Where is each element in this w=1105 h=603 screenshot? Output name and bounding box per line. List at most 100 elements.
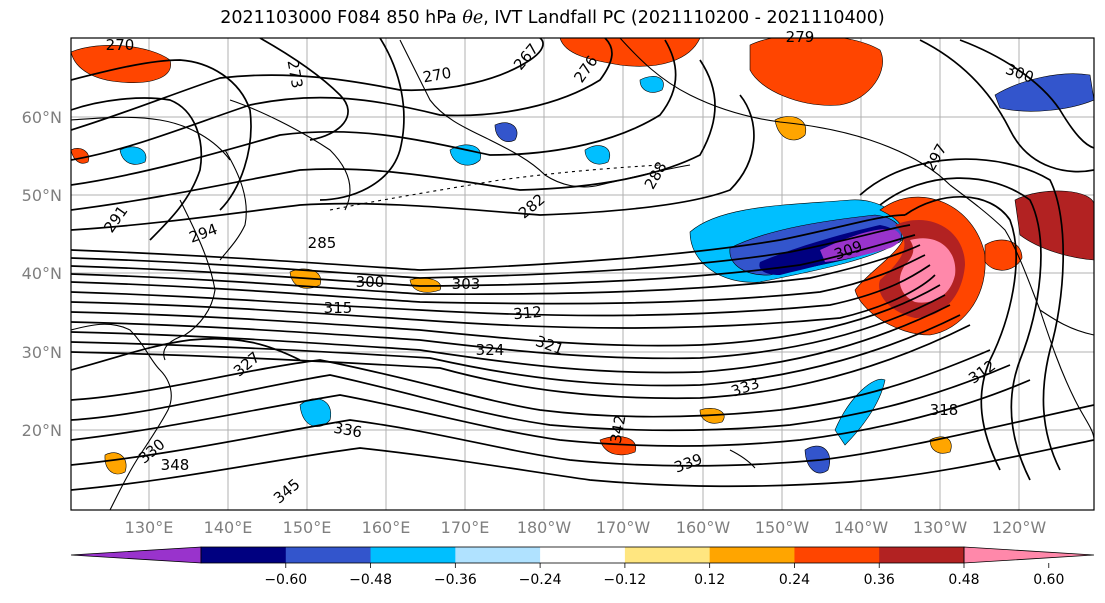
contour-line <box>71 214 906 271</box>
coastlines <box>71 38 1094 510</box>
colorbar-tick-label: 0.24 <box>779 572 810 588</box>
colorbar-swatch <box>370 547 456 563</box>
contour-line <box>71 234 916 287</box>
contour-label: 279 <box>786 28 815 46</box>
contour-line <box>71 337 301 371</box>
shaded-patch <box>119 146 147 165</box>
lat-label: 40°N <box>22 264 62 283</box>
colorbar-swatch <box>455 547 541 563</box>
colorbar-outline <box>200 546 965 564</box>
contour-line <box>71 274 936 329</box>
contour-label: 270 <box>106 36 135 54</box>
contour-line <box>71 379 1031 447</box>
colorbar-swatch <box>709 547 795 563</box>
colorbar-swatch <box>201 547 287 563</box>
contour-line <box>919 39 1094 173</box>
colorbar-swatch <box>794 547 880 563</box>
contour-line <box>71 59 716 211</box>
lon-label: 160°E <box>362 518 411 537</box>
lon-label: 170°W <box>596 518 651 537</box>
contour-line <box>879 177 1042 481</box>
shaded-patch <box>984 239 1023 271</box>
lon-label: 140°E <box>204 518 253 537</box>
contour-label: 324 <box>476 341 505 359</box>
bering-coast <box>399 39 691 188</box>
colorbar-tick-label: −0.24 <box>519 572 562 588</box>
latitude-labels: 60°N 50°N 40°N 30°N 20°N <box>22 108 62 440</box>
contour-line <box>71 254 926 305</box>
lon-label: 130°W <box>913 518 968 537</box>
shaded-patch <box>494 122 518 142</box>
contour-label: 348 <box>161 456 190 474</box>
alaska-coast <box>619 38 951 186</box>
colorbar-tick-label: −0.36 <box>434 572 477 588</box>
contour-line <box>71 294 946 360</box>
alaska-orange-west <box>559 38 701 67</box>
map-title: 2021103000 F084 850 hPa θe, IVT Landfall… <box>220 8 885 28</box>
contour-line <box>71 244 921 296</box>
lat-label: 60°N <box>22 108 62 127</box>
colorbar-swatch <box>879 547 965 563</box>
contour-line <box>71 38 544 131</box>
colorbar-tick-label: −0.60 <box>264 572 307 588</box>
colorbar-tick-label: 0.60 <box>1033 572 1064 588</box>
contour-line <box>71 224 911 279</box>
shaded-patch <box>834 378 886 446</box>
colorbar-extend-high <box>963 546 1095 564</box>
lat-label: 50°N <box>22 186 62 205</box>
negative-region-core <box>820 229 901 262</box>
colorbar-tick-label: 0.48 <box>948 572 979 588</box>
map-frame <box>70 37 1095 511</box>
contour-label: 270 <box>421 64 452 87</box>
japan-coast <box>163 199 216 361</box>
lon-label: 180°W <box>517 518 572 537</box>
contour-label: 342 <box>607 413 630 444</box>
colorbar-swatch <box>540 547 626 563</box>
contour-label: 303 <box>452 275 481 293</box>
lon-label: 130°E <box>125 518 174 537</box>
contour-label: 300 <box>356 273 385 291</box>
contour-line <box>71 284 941 347</box>
colorbar-tick-label: −0.48 <box>349 572 392 588</box>
east-red-region <box>1014 190 1094 261</box>
alaska-orange-east <box>749 38 883 106</box>
kuril-coast <box>219 149 247 261</box>
contour-line <box>71 38 613 161</box>
contour-line <box>319 38 405 201</box>
na-west-coast <box>949 184 1094 441</box>
lon-label: 150°W <box>755 518 810 537</box>
contour-label: 315 <box>324 299 353 317</box>
contour-line <box>71 349 991 418</box>
coastline <box>71 323 172 510</box>
shaded-patch <box>584 145 610 165</box>
lon-label: 140°W <box>834 518 889 537</box>
contour-line <box>859 158 1064 471</box>
contour-line <box>959 39 1094 149</box>
lat-label: 20°N <box>22 421 62 440</box>
contour-line <box>71 97 203 241</box>
contour-line <box>904 196 1017 471</box>
colorbar-tick-label: −0.12 <box>603 572 646 588</box>
lon-label: 170°E <box>441 518 490 537</box>
contour-label: 273 <box>284 58 307 89</box>
positive-region-pink <box>899 238 956 303</box>
contour-line <box>71 364 1011 432</box>
contour-line <box>71 324 971 400</box>
contour-line <box>71 439 1094 491</box>
colorbar-extend-low <box>70 546 202 564</box>
contour-line <box>259 38 349 141</box>
contour-line <box>71 264 931 317</box>
longitude-labels: 130°E 140°E 150°E 160°E 170°E 180°W 170°W 160°W… <box>125 518 1047 537</box>
shaded-patch <box>639 76 664 93</box>
contour-line <box>71 314 961 387</box>
lon-label: 120°W <box>992 518 1047 537</box>
shaded-patch <box>929 436 952 454</box>
kamchatka-coast <box>229 99 351 211</box>
contour-label: 318 <box>930 401 959 419</box>
colorbar-swatch <box>624 547 711 563</box>
contour-line <box>71 404 1094 467</box>
contour-label: 285 <box>308 234 337 252</box>
shaded-field <box>71 38 1094 475</box>
contour-line <box>71 59 252 211</box>
lat-label: 30°N <box>22 343 62 362</box>
